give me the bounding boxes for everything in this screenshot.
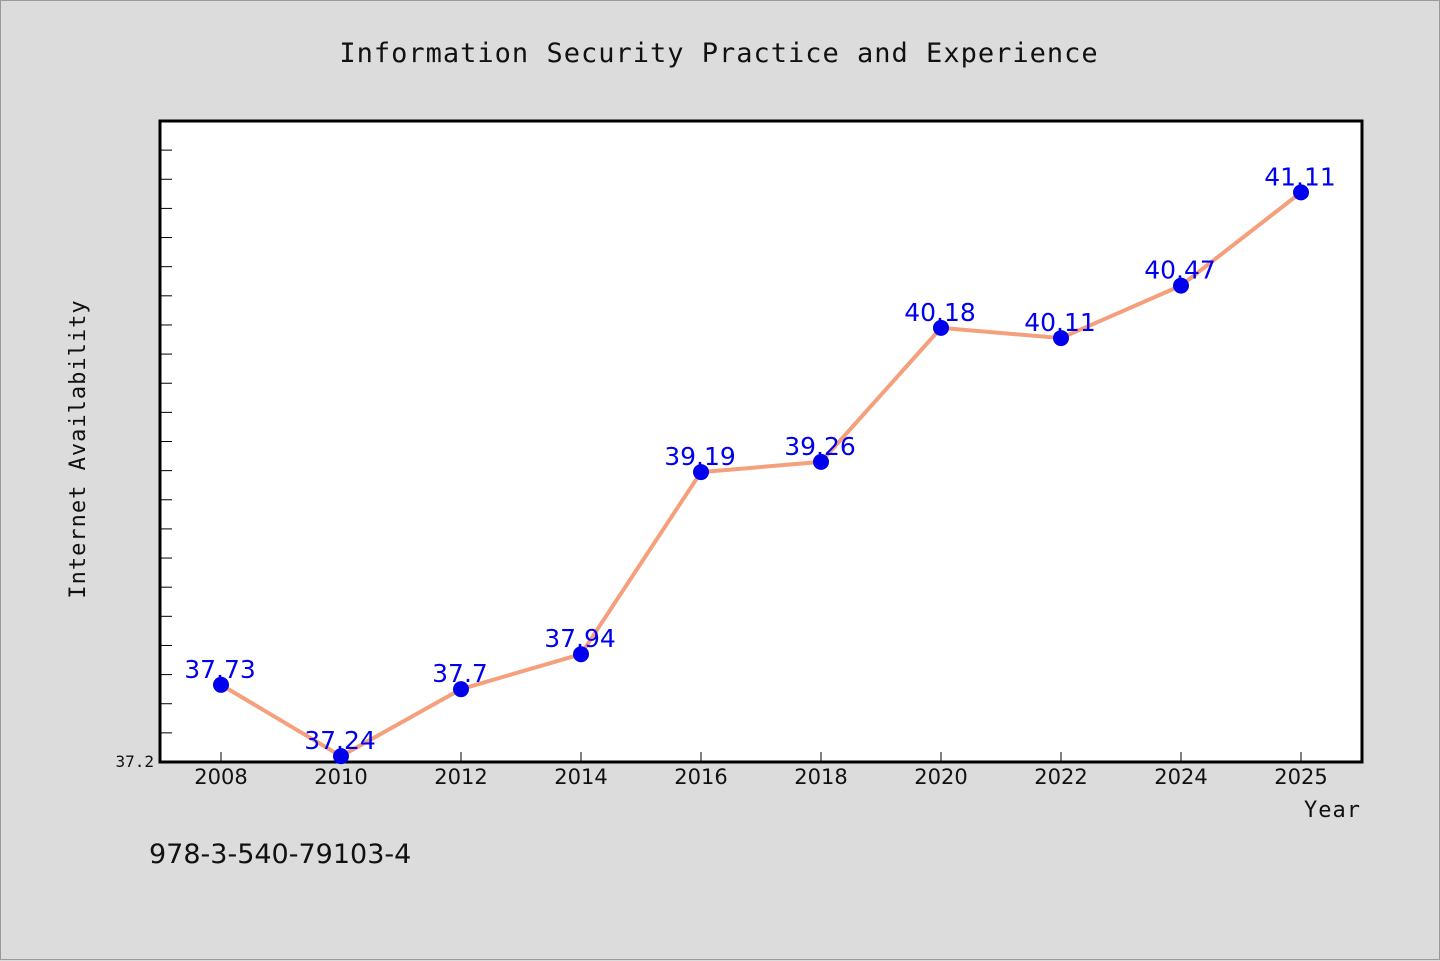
x-tick-label: 2012 xyxy=(434,765,487,789)
x-tick-label: 2020 xyxy=(914,765,967,789)
chart-title: Information Security Practice and Experi… xyxy=(339,38,1098,69)
data-point xyxy=(813,453,829,470)
x-tick-label: 2016 xyxy=(674,765,727,789)
data-label: 37.24 xyxy=(304,726,376,755)
data-label: 40.47 xyxy=(1144,256,1216,285)
data-labels: 37.73 37.24 37.7 37.94 39.19 39.26 40.18 40.11 4… xyxy=(184,162,1336,755)
data-point xyxy=(693,464,709,481)
x-tick-label: 2014 xyxy=(554,765,607,789)
data-label: 39.19 xyxy=(664,442,736,471)
x-tick-label: 2018 xyxy=(794,765,847,789)
data-point xyxy=(1053,330,1069,347)
series-line xyxy=(219,190,1303,759)
data-label: 41.11 xyxy=(1264,162,1336,191)
isbn-text: 978-3-540-79103-4 xyxy=(149,839,411,870)
data-point xyxy=(933,319,949,336)
y-axis-ticks xyxy=(160,120,172,763)
x-tick-label: 2022 xyxy=(1034,765,1087,789)
data-label: 39.26 xyxy=(784,432,856,461)
x-tick-label: 2008 xyxy=(194,765,247,789)
data-point xyxy=(453,681,469,698)
data-label: 37.94 xyxy=(544,624,616,653)
data-point xyxy=(573,646,589,663)
plot-area xyxy=(158,119,1364,764)
data-point xyxy=(1293,184,1309,201)
data-point xyxy=(213,676,229,693)
x-tick-label: 2025 xyxy=(1274,765,1327,789)
data-point xyxy=(333,748,349,765)
x-tick-label: 2010 xyxy=(314,765,367,789)
y-axis-label: Internet Availability xyxy=(66,299,91,598)
data-label: 37.73 xyxy=(184,655,256,684)
x-axis-label: Year xyxy=(1304,798,1361,823)
data-label: 37.7 xyxy=(432,659,488,688)
x-tick-label: 2024 xyxy=(1154,765,1207,789)
x-axis-tick-labels: 2008 2010 2012 2014 2016 2018 2020 2022 2024 2025 xyxy=(194,765,1327,789)
data-point xyxy=(1173,277,1189,294)
y-axis-min-label: 37.2 xyxy=(115,752,154,771)
series-markers xyxy=(213,184,1309,765)
data-label: 40.18 xyxy=(904,298,976,327)
data-label: 40.11 xyxy=(1024,308,1096,337)
